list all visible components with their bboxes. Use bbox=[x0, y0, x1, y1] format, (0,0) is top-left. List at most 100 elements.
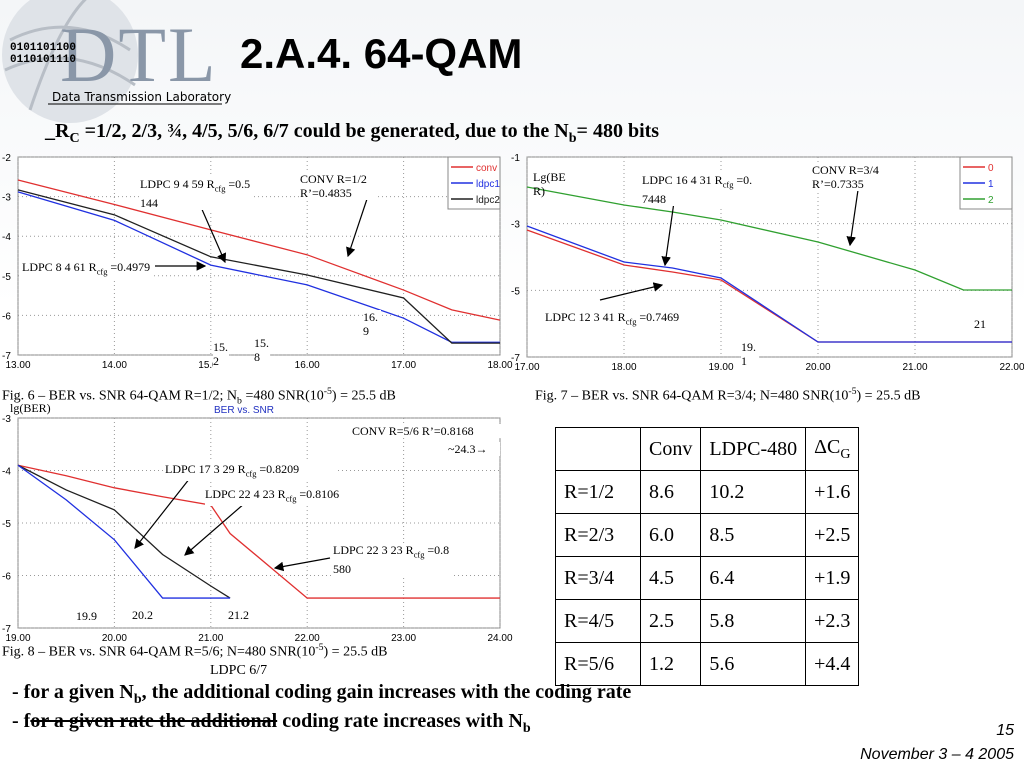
text-segment: LDPC 16 4 31 R bbox=[642, 173, 723, 187]
text-segment: =0.8106 bbox=[296, 487, 340, 501]
legend-label: 2 bbox=[988, 195, 994, 206]
table-cell: 5.8 bbox=[700, 599, 807, 643]
x-tick-label: 24.00 bbox=[487, 633, 512, 644]
table-cell: 4.5 bbox=[639, 556, 702, 600]
text-segment: LDPC 12 3 41 R bbox=[545, 310, 626, 324]
x-tick-label: 20.00 bbox=[102, 633, 127, 644]
x-tick-label: 21.00 bbox=[902, 362, 927, 373]
table-cell: Conv bbox=[639, 427, 702, 471]
arrow bbox=[346, 189, 371, 258]
text-segment: C bbox=[69, 131, 80, 146]
text-segment: cfg bbox=[413, 550, 425, 560]
annotation: LDPC 8 4 61 Rcfg =0.4979 bbox=[22, 260, 152, 280]
text-segment: =0.7469 bbox=[636, 310, 680, 324]
table-cell: +1.6 bbox=[805, 470, 860, 514]
x-tick-label: 15.00 bbox=[198, 360, 223, 371]
text-segment: _R bbox=[45, 120, 70, 142]
table-cell: 5.6 bbox=[700, 642, 807, 686]
table-row: R=2/3 6.0 8.5 +2.5 bbox=[555, 513, 860, 557]
arrow bbox=[134, 477, 191, 549]
annotation: LDPC 17 3 29 Rcfg =0.8209 bbox=[165, 462, 335, 482]
text-segment: =0.5144 bbox=[140, 177, 251, 211]
text-segment: ~24.3→ bbox=[448, 442, 488, 456]
annotation: LDPC 22 3 23 Rcfg =0.8580 bbox=[333, 543, 453, 577]
logo-swirl bbox=[4, 0, 136, 111]
text-segment: 21 bbox=[974, 317, 986, 331]
logo-bits: 0110101110 bbox=[10, 54, 77, 66]
table-cell: 6.4 bbox=[700, 556, 807, 600]
logo-subtitle: Data Transmission Laboratory bbox=[52, 90, 232, 104]
annotation: 21 bbox=[974, 317, 994, 331]
annotation: 21.2 bbox=[228, 608, 252, 622]
figure-caption: Fig. 6 – BER vs. SNR 64-QAM R=1/2; Nb =4… bbox=[2, 386, 396, 407]
annotation: 19.1 bbox=[741, 340, 759, 368]
text-segment: LDPC 22 4 23 R bbox=[205, 487, 286, 501]
text-segment: b bbox=[522, 721, 531, 736]
text-segment: ) = 25.5 dB bbox=[331, 388, 396, 404]
x-tick-label: 13.00 bbox=[5, 360, 30, 371]
y-axis-label: Lg(BER) bbox=[533, 170, 566, 198]
text-segment: , the additional coding gain increases w… bbox=[141, 681, 632, 703]
subtitle: _RC =1/2, 2/3, ¾, 4/5, 5/6, 6/7 could be… bbox=[45, 120, 659, 147]
legend-label: 1 bbox=[988, 179, 994, 190]
series-line bbox=[17, 464, 231, 599]
text-segment: Fig. 6 – BER vs. SNR 64-QAM R=1/2; N bbox=[2, 388, 238, 404]
legend-label: ldpc1 bbox=[476, 179, 500, 190]
annotation: CONV R=3/4 R’=0.7335 bbox=[812, 163, 896, 191]
text-segment: G bbox=[840, 446, 851, 462]
arrow bbox=[661, 194, 676, 267]
figure-caption: Fig. 8 – BER vs. SNR 64-QAM R=5/6; N=480… bbox=[2, 642, 388, 661]
x-tick-label: 18.00 bbox=[611, 362, 636, 373]
text-segment: ΔC bbox=[814, 435, 841, 458]
legend-label: 0 bbox=[988, 163, 994, 174]
text-segment: LDPC 8 4 61 R bbox=[22, 260, 97, 274]
table-cell: 8.5 bbox=[700, 513, 807, 557]
table-cell: 2.5 bbox=[639, 599, 702, 643]
text-segment: -5 bbox=[315, 642, 324, 653]
y-tick-label: -5 bbox=[2, 272, 11, 283]
table-cell: R=5/6 bbox=[555, 642, 641, 686]
text-segment: =0.7448 bbox=[642, 173, 753, 207]
footer-date: November 3 – 4 2005 bbox=[860, 746, 1014, 763]
annotation: LDPC 16 4 31 Rcfg =0.7448 bbox=[642, 173, 754, 207]
text-segment: 15.8 bbox=[254, 336, 269, 364]
table-row: Conv LDPC-480 ΔCG bbox=[555, 427, 860, 471]
page-number: 15 bbox=[996, 722, 1014, 739]
y-tick-label: -7 bbox=[2, 624, 11, 635]
annotation: CONV R=5/6 R’=0.8168 bbox=[352, 424, 504, 438]
table-cell: LDPC-480 bbox=[700, 427, 807, 471]
annotation: LDPC 22 4 23 Rcfg =0.8106 bbox=[205, 487, 375, 507]
y-tick-label: -1 bbox=[511, 153, 520, 164]
text-segment: 19.9 bbox=[76, 609, 97, 623]
text-segment: 21.2 bbox=[228, 608, 249, 622]
slide-title: 2.A.4. 64-QAM bbox=[240, 30, 523, 77]
table-cell: R=4/5 bbox=[555, 599, 641, 643]
x-tick-label: 23.00 bbox=[391, 633, 416, 644]
text-segment: b bbox=[568, 131, 577, 146]
gain-table: Conv LDPC-480 ΔCG R=1/2 8.6 10.2 +1.6 R=2/3 6.0 8… bbox=[555, 427, 860, 686]
annotation: 15.2 bbox=[213, 340, 229, 368]
arrow bbox=[846, 189, 859, 247]
arrow bbox=[273, 557, 331, 572]
text-segment: ) = 25.5 dB bbox=[323, 644, 388, 660]
x-tick-label: 22.00 bbox=[295, 633, 320, 644]
text-segment: CONV R=3/4 R’=0.7335 bbox=[812, 163, 879, 191]
note: LDPC 6/7 bbox=[210, 663, 268, 678]
y-tick-label: -4 bbox=[2, 467, 11, 478]
annotation: ~24.3→ bbox=[448, 442, 500, 456]
series-line bbox=[17, 189, 500, 344]
table-cell: ΔCG bbox=[805, 427, 860, 471]
logo-bits: 0101101100 bbox=[10, 42, 77, 54]
arrow bbox=[184, 502, 246, 556]
text-segment: Fig. 7 – BER vs. SNR 64-QAM R=3/4; N=480… bbox=[535, 388, 849, 404]
plot-area bbox=[17, 156, 501, 356]
annotation: LDPC 9 4 59 Rcfg =0.5144 bbox=[140, 177, 252, 211]
table-cell: +4.4 bbox=[805, 642, 860, 686]
x-tick-label: 14.00 bbox=[102, 360, 127, 371]
y-axis-label: lg(BER) bbox=[10, 401, 51, 415]
logo-text: DTL bbox=[60, 11, 218, 98]
text-segment: b bbox=[237, 395, 242, 407]
text-segment: ) = 25.5 dB bbox=[856, 388, 921, 404]
text-segment: b bbox=[133, 692, 142, 707]
